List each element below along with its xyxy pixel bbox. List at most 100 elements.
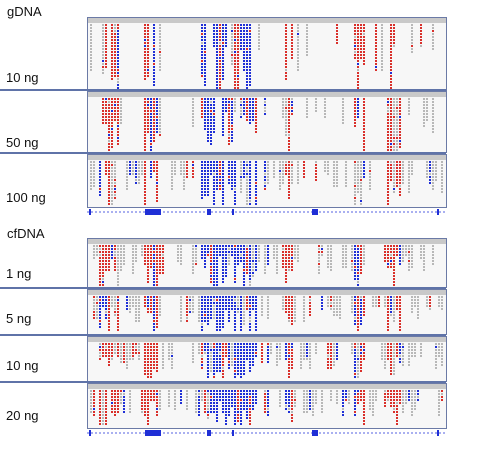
read-segment xyxy=(222,251,224,253)
read-segment xyxy=(243,33,245,35)
read-segment xyxy=(147,36,149,38)
read-segment xyxy=(249,81,251,83)
read-segment xyxy=(288,107,290,109)
read-segment xyxy=(264,405,266,407)
read-segment xyxy=(156,248,158,250)
read-segment xyxy=(153,140,155,142)
read-segment xyxy=(249,173,251,175)
read-segment xyxy=(114,69,116,71)
read-segment xyxy=(354,269,356,271)
read-segment xyxy=(354,161,356,163)
read-segment xyxy=(243,263,245,265)
read-segment xyxy=(264,269,266,271)
read-segment xyxy=(147,266,149,268)
read-segment xyxy=(204,27,206,29)
read-segment xyxy=(327,257,329,259)
read-segment xyxy=(105,24,107,26)
read-segment xyxy=(375,69,377,71)
read-segment xyxy=(102,72,104,74)
read-segment xyxy=(114,349,116,351)
read-segment xyxy=(441,185,443,187)
read-segment xyxy=(303,164,305,166)
read-segment xyxy=(408,260,410,262)
read-segment xyxy=(255,346,257,348)
read-segment xyxy=(243,390,245,392)
read-segment xyxy=(255,119,257,121)
read-segment xyxy=(126,299,128,301)
read-segment xyxy=(372,399,374,401)
read-segment xyxy=(222,39,224,41)
read-segment xyxy=(372,390,374,392)
read-segment xyxy=(102,423,104,425)
read-segment xyxy=(396,107,398,109)
read-segment xyxy=(216,48,218,50)
read-segment xyxy=(180,311,182,313)
read-segment xyxy=(228,176,230,178)
read-segment xyxy=(225,36,227,38)
read-segment xyxy=(147,107,149,109)
read-segment xyxy=(240,254,242,256)
read-segment xyxy=(213,131,215,133)
read-segment xyxy=(93,296,95,298)
read-segment xyxy=(276,272,278,274)
read-segment xyxy=(216,361,218,363)
read-segment xyxy=(225,254,227,256)
read-segment xyxy=(297,176,299,178)
read-segment xyxy=(198,346,200,348)
read-segment xyxy=(195,251,197,253)
coverage-bar xyxy=(88,155,446,160)
read-segment xyxy=(306,48,308,50)
read-segment xyxy=(357,251,359,253)
read-segment xyxy=(231,355,233,357)
read-segment xyxy=(267,263,269,265)
read-segment xyxy=(288,361,290,363)
read-track-cfdna-5ng xyxy=(87,289,447,335)
read-segment xyxy=(192,272,194,274)
read-segment xyxy=(294,296,296,298)
read-segment xyxy=(249,346,251,348)
read-segment xyxy=(246,197,248,199)
read-segment xyxy=(330,248,332,250)
read-segment xyxy=(90,164,92,166)
read-segment xyxy=(363,423,365,425)
read-segment xyxy=(291,263,293,265)
read-segment xyxy=(324,101,326,103)
read-segment xyxy=(114,45,116,47)
read-segment xyxy=(96,296,98,298)
read-segment xyxy=(180,245,182,247)
read-segment xyxy=(387,355,389,357)
read-segment xyxy=(129,305,131,307)
read-segment xyxy=(249,364,251,366)
read-segment xyxy=(261,352,263,354)
read-segment xyxy=(357,191,359,193)
read-segment xyxy=(153,296,155,298)
read-segment xyxy=(393,278,395,280)
read-segment xyxy=(357,320,359,322)
read-segment xyxy=(117,263,119,265)
read-segment xyxy=(105,269,107,271)
read-segment xyxy=(108,140,110,142)
read-segment xyxy=(369,170,371,172)
read-segment xyxy=(192,116,194,118)
read-segment xyxy=(363,101,365,103)
read-segment xyxy=(375,39,377,41)
read-segment xyxy=(114,66,116,68)
read-segment xyxy=(249,275,251,277)
read-segment xyxy=(354,36,356,38)
read-segment xyxy=(222,63,224,65)
read-segment xyxy=(183,167,185,169)
read-segment xyxy=(99,278,101,280)
read-segment xyxy=(360,42,362,44)
read-segment xyxy=(144,104,146,106)
read-segment xyxy=(114,36,116,38)
read-segment xyxy=(147,63,149,65)
exon-block xyxy=(437,430,439,436)
read-segment xyxy=(93,396,95,398)
read-segment xyxy=(393,107,395,109)
read-segment xyxy=(132,164,134,166)
coverage-bar xyxy=(88,239,446,244)
read-segment xyxy=(252,248,254,250)
read-segment xyxy=(126,173,128,175)
read-segment xyxy=(132,299,134,301)
read-segment xyxy=(432,170,434,172)
